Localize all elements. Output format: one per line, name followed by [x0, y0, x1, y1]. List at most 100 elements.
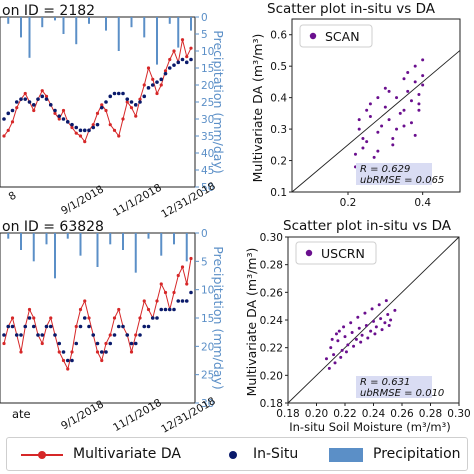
sc1-xtick-label: 0.4	[414, 197, 431, 209]
ts1-insitu-point	[116, 91, 121, 96]
ts2-da-point	[129, 350, 134, 354]
sc2-scatter-point	[352, 344, 356, 348]
legend-insitu-marker	[229, 451, 237, 459]
ts1-y2-tick-label: 5	[201, 29, 208, 41]
ts1-insitu-point	[70, 122, 74, 127]
ts2-right-axis: 0 5 10 15 20 25 30	[195, 228, 214, 410]
ts2-insitu-point	[70, 358, 74, 363]
legend-da-label: Multivariate DA	[73, 446, 181, 462]
ts2-xtick-2: 9/1/2018	[59, 398, 106, 432]
sc1-scatter-point	[413, 80, 417, 84]
ts2-insitu-point	[189, 290, 193, 295]
sc1-scatter-point	[402, 77, 406, 81]
sc2-xtick-label: 0.30	[447, 408, 470, 420]
sc2-scatter-point	[337, 329, 341, 333]
sc2-scatter-point	[373, 332, 377, 336]
ts1-da-point	[15, 106, 19, 110]
sc1-scatter-point	[391, 143, 395, 147]
ts2-da-point	[134, 333, 138, 337]
sc2-xlabel: In-situ Soil Moisture (m³/m³)	[289, 420, 450, 434]
ts1-y2-tick-label: 45	[201, 165, 214, 177]
ts1-insitu-point	[6, 111, 11, 116]
sc1-scatter-point	[406, 70, 410, 74]
sc1-scatter-point	[383, 105, 387, 109]
ts1-y2-tick-label: 10	[201, 46, 214, 58]
sc2-scatter-point	[386, 312, 390, 316]
ts2-insitu-point	[48, 324, 53, 329]
ts2-insitu-point	[150, 316, 155, 320]
ts1-insitu-point	[87, 128, 91, 133]
ts2-insitu-point	[31, 324, 36, 329]
ts2-da-point	[112, 316, 117, 320]
ts2-precip-bar	[7, 233, 10, 239]
ts2-da-point	[100, 358, 104, 363]
ts2-da-point	[189, 256, 193, 261]
sc2-scatter-point	[384, 299, 388, 303]
ts1-insitu-point	[65, 120, 70, 124]
ts2-y2-tick-label: 10	[201, 285, 214, 297]
ts2-insitu-point	[40, 333, 45, 337]
ts2-insitu-point	[146, 324, 151, 329]
sc2-scatter-point	[350, 330, 354, 334]
ts2-da-point	[40, 341, 44, 346]
sc1-scatter-point	[402, 108, 406, 112]
sc2-stats-box	[356, 376, 432, 398]
ts1-da-point	[44, 94, 49, 98]
ts1-y2-label: Precipitation (mm/day)	[211, 30, 226, 173]
sc2-scatter-point	[346, 343, 350, 347]
ts2-y2-tick-label: 25	[201, 370, 214, 382]
ts1-insitu-point	[95, 122, 100, 127]
sc2-ytick-label: 0.24	[260, 315, 284, 327]
ts1-precip-bar	[54, 17, 56, 21]
ts1-precip-bar	[190, 17, 192, 31]
ts2-da-point	[83, 299, 87, 303]
ts2-insitu-point	[138, 333, 142, 337]
ts2-insitu-point	[176, 299, 181, 303]
sc2-scatter-point	[330, 337, 334, 341]
ts2-insitu-point	[23, 324, 28, 329]
ts1-insitu-point	[27, 100, 32, 104]
sc1-scatter-point	[406, 89, 410, 93]
ts1-precip-bar	[130, 17, 133, 28]
ts2-da-point	[49, 316, 53, 320]
sc1-scatter-point	[417, 102, 421, 106]
ts1-da-point	[70, 125, 74, 130]
ts2-da-point	[185, 282, 189, 286]
ts2-insitu-point	[155, 316, 159, 320]
ts1-insitu-point	[155, 80, 159, 84]
sc1-legend-marker	[309, 32, 317, 40]
ts2-insitu-point	[36, 333, 40, 337]
ts2-xtick-3: 11/1/2018	[111, 397, 164, 434]
ts1-insitu-point	[172, 63, 176, 67]
ts2-da-point	[10, 316, 15, 320]
ts1-da-point	[155, 91, 159, 96]
ts1-insitu-point	[163, 71, 168, 76]
sc1-xtick-label: 0.2	[340, 197, 357, 209]
ts1-da-point	[100, 103, 104, 107]
ts1-insitu-point	[61, 117, 66, 121]
ts1-da-point	[146, 66, 151, 70]
ts2-insitu-point	[10, 324, 15, 329]
ts1-da-point	[185, 55, 189, 59]
ts1-precip-bar	[62, 17, 65, 34]
sc2-scatter-point	[370, 307, 374, 311]
ts1-da-point	[151, 77, 155, 81]
ts1-insitu-point	[125, 97, 130, 101]
ts2-da-point	[155, 299, 159, 303]
ts1-xtick-2: 9/1/2018	[59, 183, 106, 217]
sc1-scatter-point	[409, 99, 413, 103]
ts1-da-point	[112, 128, 117, 132]
ts2-da-point	[180, 265, 185, 269]
sc2-ytick-label: 0.30	[260, 232, 283, 244]
sc2-scatter-point	[374, 325, 378, 329]
ts2-da-point	[19, 350, 23, 354]
ts2-precip-bar	[54, 233, 56, 279]
sc2-plot-area: 0.18 0.20 0.22 0.24 0.26 0.28 0.30 0.18 0.20 0.22…	[260, 232, 471, 420]
sc1-frame	[291, 18, 461, 193]
ts1-insitu-point	[108, 94, 113, 99]
sc1-scatter-point	[361, 146, 365, 150]
sc1-ytick-label: 0.4	[270, 93, 287, 105]
sc1-scatter-point	[365, 140, 369, 144]
ts2-precip-bar	[79, 233, 82, 256]
ts1-precip-bar	[143, 17, 146, 38]
